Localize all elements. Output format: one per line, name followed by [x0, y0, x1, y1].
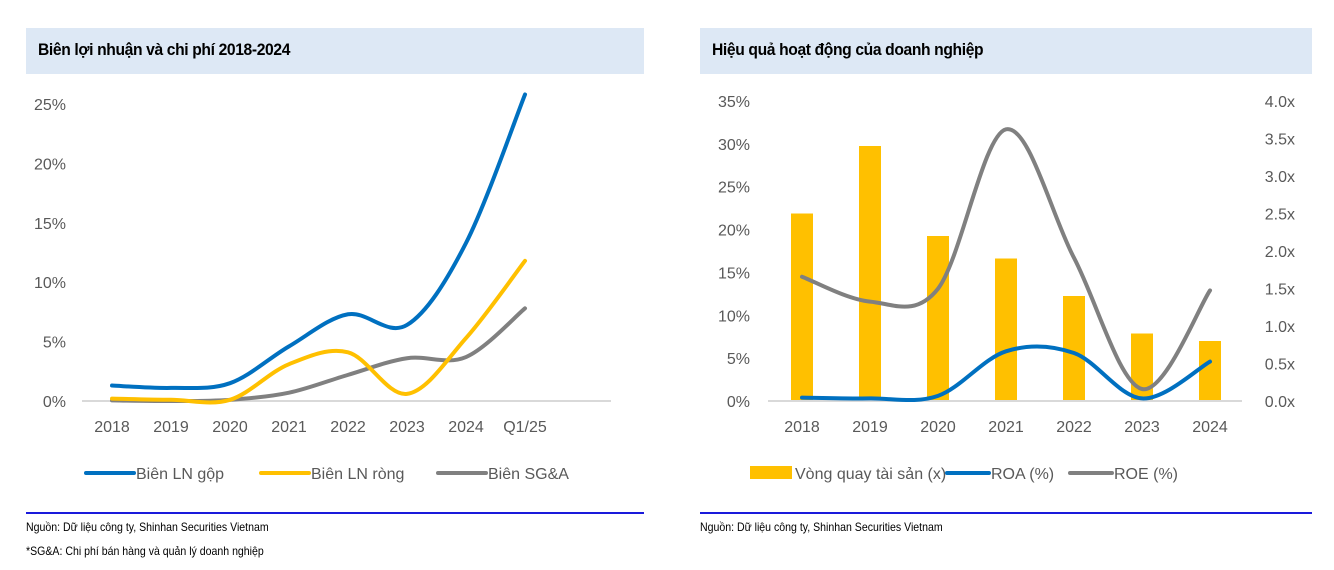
x-tick-label: 2022	[1056, 419, 1092, 436]
y-right-tick-label: 1.0x	[1265, 319, 1295, 336]
bar-asset-turnover	[1063, 296, 1085, 401]
chart-header: Hiệu quả hoạt động của doanh nghiệp	[700, 28, 1312, 74]
legend-swatch	[750, 466, 792, 479]
y-right-tick-label: 4.0x	[1265, 94, 1295, 111]
chart-title: Hiệu quả hoạt động của doanh nghiệp	[712, 40, 984, 59]
series-line-roa-	[800, 344, 1212, 403]
y-left-tick-label: 15%	[718, 265, 750, 282]
bar-asset-turnover	[995, 258, 1017, 401]
source-note: Nguồn: Dữ liệu công ty, Shinhan Securiti…	[700, 520, 943, 534]
y-tick-label: 20%	[34, 156, 66, 173]
x-tick-label: 2023	[1124, 419, 1160, 436]
source-divider	[26, 512, 644, 514]
y-left-tick-label: 30%	[718, 137, 750, 154]
legend-label: ROE (%)	[1114, 466, 1178, 483]
bar-asset-turnover	[859, 146, 881, 401]
series-line-bi-n-ln-r-ng	[110, 258, 527, 405]
x-tick-label: 2021	[271, 419, 307, 436]
bar-asset-turnover	[791, 213, 813, 401]
x-tick-label: 2020	[212, 419, 248, 436]
chart-panel-performance: Hiệu quả hoạt động của doanh nghiệp 0% 5%…	[700, 28, 1312, 568]
bar-asset-turnover	[1199, 341, 1221, 401]
chart-panel-margins: Biên lợi nhuận và chi phí 2018-2024 0% 5%…	[26, 28, 644, 568]
x-tick-label: 2020	[920, 419, 956, 436]
y-tick-label: 15%	[34, 216, 66, 233]
chart-header: Biên lợi nhuận và chi phí 2018-2024	[26, 28, 644, 74]
y-tick-label: 0%	[43, 394, 66, 411]
y-right-tick-label: 2.5x	[1265, 207, 1295, 224]
chart-title: Biên lợi nhuận và chi phí 2018-2024	[38, 40, 291, 59]
x-tick-label: 2019	[153, 419, 189, 436]
legend-label: Vòng quay tài sản (x)	[795, 466, 946, 483]
margins-chart: 0% 5% 10% 15% 20% 25% 2018 2019 2020 2021 2022 2023…	[34, 92, 611, 483]
y-left-tick-label: 20%	[718, 223, 750, 240]
y-right-tick-label: 0.5x	[1265, 357, 1295, 374]
x-tick-label: 2022	[330, 419, 366, 436]
x-tick-label: 2021	[988, 419, 1024, 436]
y-right-tick-label: 2.0x	[1265, 244, 1295, 261]
bar-asset-turnover	[927, 236, 949, 401]
source-divider	[700, 512, 1312, 514]
x-tick-label: 2019	[852, 419, 888, 436]
series-line-roe-	[800, 127, 1212, 392]
y-left-tick-label: 5%	[727, 351, 750, 368]
x-tick-label: 2024	[1192, 419, 1228, 436]
y-right-tick-label: 3.0x	[1265, 169, 1295, 186]
legend-label: Biên LN gộp	[136, 466, 224, 483]
footnote: *SG&A: Chi phí bán hàng và quản lý doanh…	[26, 544, 264, 558]
y-right-tick-label: 1.5x	[1265, 282, 1295, 299]
y-left-tick-label: 25%	[718, 180, 750, 197]
y-tick-label: 5%	[43, 335, 66, 352]
y-right-tick-label: 3.5x	[1265, 132, 1295, 149]
x-tick-label: 2018	[94, 419, 130, 436]
x-tick-label: Q1/25	[503, 419, 547, 436]
x-tick-label: 2023	[389, 419, 425, 436]
y-left-tick-label: 10%	[718, 308, 750, 325]
legend-label: Biên LN ròng	[311, 466, 404, 483]
legend-label: Biên SG&A	[488, 466, 569, 483]
y-right-tick-label: 0.0x	[1265, 394, 1295, 411]
legend-label: ROA (%)	[991, 466, 1054, 483]
series-line-bi-n-ln-g-p	[110, 92, 527, 391]
x-tick-label: 2018	[784, 419, 820, 436]
x-tick-label: 2024	[448, 419, 484, 436]
source-note: Nguồn: Dữ liệu công ty, Shinhan Securiti…	[26, 520, 269, 534]
y-tick-label: 10%	[34, 275, 66, 292]
performance-chart: 0% 5% 10% 15% 20% 25% 30% 35% 0.0x 0.5x 1.0x 1.5x 2.…	[718, 94, 1295, 483]
y-left-tick-label: 35%	[718, 94, 750, 111]
y-left-tick-label: 0%	[727, 394, 750, 411]
y-tick-label: 25%	[34, 97, 66, 114]
